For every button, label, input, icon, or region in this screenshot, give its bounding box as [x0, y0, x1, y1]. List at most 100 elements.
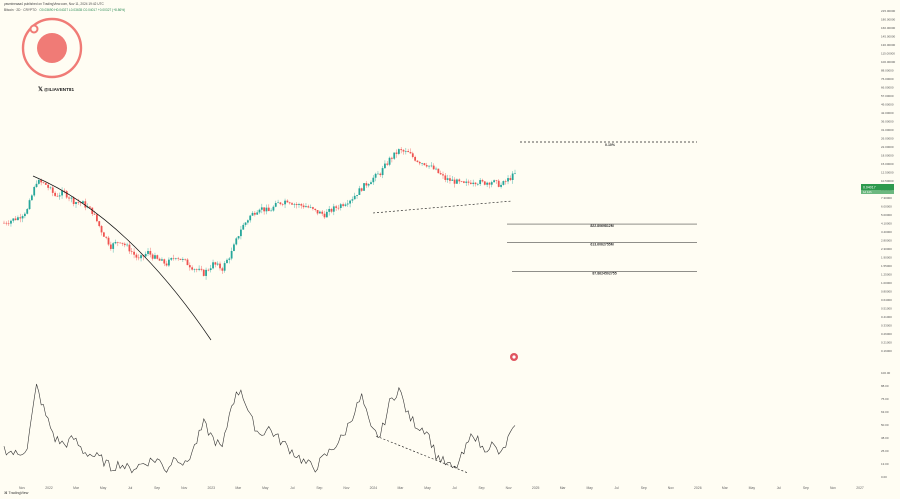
candle-body [402, 150, 405, 152]
price-tick-label: 49.00000 [881, 103, 894, 107]
osc-tick-label: 88.00 [881, 384, 889, 388]
candle-body [47, 184, 50, 188]
candle-body [72, 197, 75, 205]
candle-body [84, 201, 87, 208]
candle-body [147, 250, 149, 254]
candle-body [209, 268, 212, 271]
candle-body [216, 263, 219, 265]
time-tick-label: Mar [73, 486, 80, 490]
candle-body [98, 221, 101, 227]
price-tick-label: 42.00000 [881, 111, 894, 115]
candle-body [221, 268, 224, 271]
candle-body [163, 259, 166, 264]
time-tick-label: Mar [398, 486, 405, 490]
price-tick-label: 31.00000 [881, 128, 894, 132]
candle-body [507, 178, 509, 182]
candle-body [400, 149, 403, 151]
candle-body [5, 222, 8, 224]
candle-body [497, 180, 500, 187]
price-tick-label: 7.30000 [881, 196, 892, 200]
time-tick-label: 2027 [856, 486, 864, 490]
watermark-handle: 𝕏@ILIAVENT81 [38, 87, 75, 93]
candle-body [133, 251, 135, 255]
candle-body [161, 259, 163, 261]
candle-body [356, 194, 358, 196]
candle-body [10, 220, 12, 224]
candle-body [214, 262, 217, 265]
candle-body [58, 195, 61, 197]
price-axis: 215.00000 180.00000 160.00000 145.00000 130.… [881, 9, 896, 353]
current-price-countdown: 1d 12h [863, 190, 872, 194]
candle-body [135, 254, 138, 258]
time-tick-label: Nov [181, 486, 187, 490]
price-tick-label: 1.25000 [881, 273, 892, 277]
time-tick-label: May [262, 486, 269, 490]
tv-logo-icon: ⌘ [4, 491, 9, 495]
candle-body [446, 178, 449, 180]
candle-body [514, 173, 516, 174]
price-tick-label: 130.00000 [881, 43, 896, 47]
candle-body [309, 207, 312, 208]
candle-body [370, 182, 372, 185]
candle-body [265, 207, 268, 212]
candle-body [123, 243, 126, 246]
candle-body [140, 255, 142, 259]
candle-body [481, 180, 484, 182]
candle-body [149, 250, 152, 255]
time-tick-label: Sep [316, 486, 322, 490]
candle-body [439, 173, 442, 175]
candle-body [151, 254, 154, 259]
candle-body [483, 181, 486, 185]
candle-body [390, 157, 393, 159]
candle-body [421, 163, 423, 164]
candle-body [107, 237, 110, 245]
candle-body [372, 177, 375, 183]
candle-body [476, 183, 479, 185]
candle-body [279, 202, 282, 205]
candle-body [384, 163, 386, 169]
candle-body [307, 206, 310, 208]
candle-body [184, 258, 187, 260]
candle-body [435, 168, 437, 170]
candle-body [386, 163, 389, 165]
candle-body [156, 255, 159, 259]
candle-body [302, 205, 305, 208]
candle-body [344, 204, 347, 206]
candle-body [260, 207, 263, 210]
candle-body [353, 195, 356, 200]
candle-body [351, 199, 354, 201]
price-tick-label: 22.00000 [881, 145, 894, 149]
candle-body [395, 152, 398, 154]
candle-body [212, 262, 214, 269]
osc-tick-label: 13.00 [881, 462, 889, 466]
candle-body [77, 202, 80, 203]
candle-body [202, 269, 205, 276]
time-tick-label: Nov [506, 486, 512, 490]
price-tick-label: 100.00000 [881, 60, 896, 64]
price-tick-label: 1.55000 [881, 264, 892, 268]
candle-body [19, 217, 22, 219]
ascending-support-line[interactable] [372, 200, 513, 214]
candle-body [30, 195, 33, 201]
candle-body [358, 188, 361, 195]
time-tick-label: Nov [19, 486, 25, 490]
candle-body [305, 206, 307, 208]
time-tick-label: 2023 [207, 486, 215, 490]
candle-body [502, 181, 505, 185]
time-tick-label: Jul [128, 486, 133, 490]
candle-body [449, 178, 451, 181]
candle-body [246, 220, 249, 223]
oscillator-axis: 100.00 88.00 75.00 63.00 50.00 38.00 25.00 13.0… [881, 371, 891, 479]
candle-body [339, 204, 342, 209]
osc-divergence-line[interactable] [375, 435, 469, 474]
price-tick-label: 76.00000 [881, 77, 894, 81]
candle-body [504, 181, 507, 182]
candle-body [325, 211, 328, 218]
candle-body [293, 204, 296, 205]
watermark-logo-icon [21, 17, 83, 79]
candle-body [105, 236, 108, 238]
candle-body [442, 174, 444, 176]
descending-trendline[interactable] [32, 175, 212, 341]
candle-body [226, 259, 228, 264]
